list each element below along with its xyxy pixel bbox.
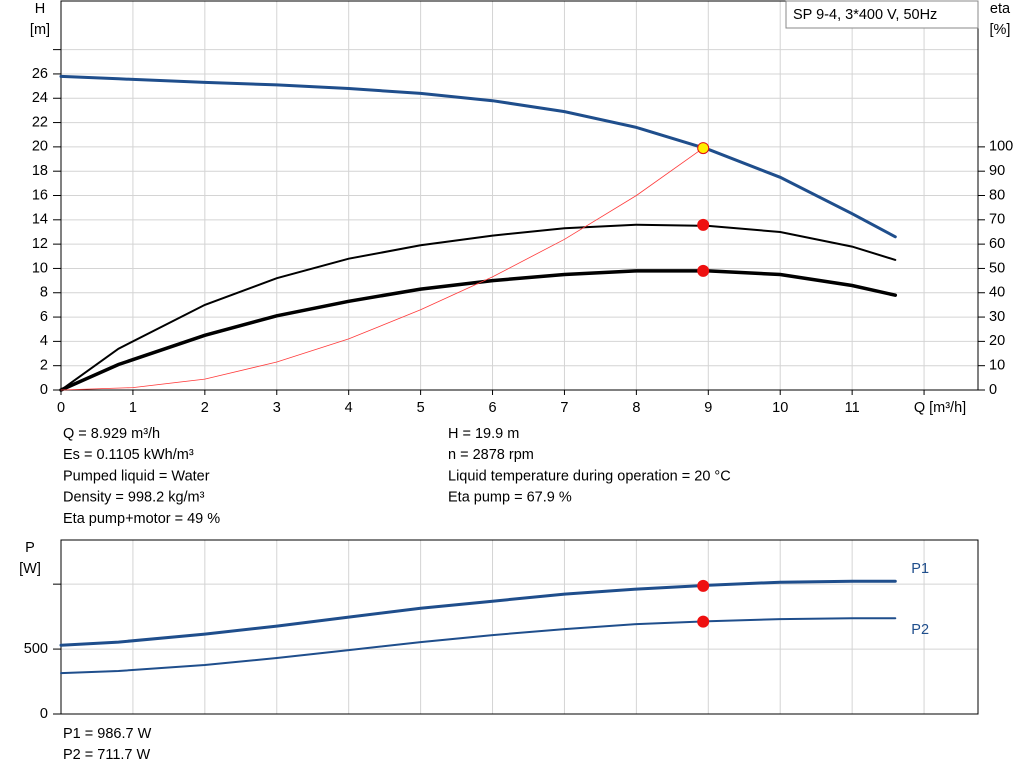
curve-label: P1 bbox=[911, 561, 929, 577]
info-text: H = 19.9 m bbox=[448, 426, 519, 442]
y2-axis-label: eta bbox=[990, 1, 1011, 17]
y-tick-label: 14 bbox=[32, 212, 48, 228]
info-text: Eta pump = 67.9 % bbox=[448, 490, 572, 506]
curve bbox=[60, 147, 704, 391]
y-axis-label: H bbox=[35, 1, 45, 17]
x-axis-label: Q [m³/h] bbox=[914, 400, 966, 416]
info-text: n = 2878 rpm bbox=[448, 447, 534, 463]
info-text: Liquid temperature during operation = 20… bbox=[448, 468, 731, 484]
info-text: Pumped liquid = Water bbox=[63, 468, 210, 484]
y2-tick-label: 90 bbox=[989, 163, 1005, 179]
x-tick-label: 3 bbox=[273, 400, 281, 416]
curve bbox=[59, 269, 898, 392]
y-axis-label: P bbox=[25, 540, 35, 556]
y2-tick-label: 30 bbox=[989, 309, 1005, 325]
x-tick-label: 6 bbox=[488, 400, 496, 416]
x-tick-label: 9 bbox=[704, 400, 712, 416]
curve bbox=[59, 74, 897, 239]
x-tick-label: 10 bbox=[772, 400, 788, 416]
y2-tick-label: 10 bbox=[989, 358, 1005, 374]
plot-frame bbox=[60, 539, 979, 715]
info-text: Q = 8.929 m³/h bbox=[63, 426, 160, 442]
x-tick-label: 2 bbox=[201, 400, 209, 416]
y2-tick-label: 60 bbox=[989, 236, 1005, 252]
plot-frame bbox=[60, 0, 979, 391]
x-tick-label: 11 bbox=[845, 400, 860, 416]
x-tick-label: 0 bbox=[57, 400, 65, 416]
y2-tick-label: 50 bbox=[989, 260, 1005, 276]
y-tick-label: 26 bbox=[32, 66, 48, 82]
x-tick-label: 1 bbox=[129, 400, 137, 416]
y-axis-unit: [m] bbox=[30, 22, 50, 38]
y-tick-label: 500 bbox=[24, 641, 48, 657]
duty-point bbox=[697, 615, 710, 628]
duty-point bbox=[697, 142, 710, 155]
info-text: P1 = 986.7 W bbox=[63, 726, 152, 742]
y-tick-label: 10 bbox=[32, 260, 48, 276]
y-tick-label: 6 bbox=[40, 309, 48, 325]
y-tick-label: 0 bbox=[40, 382, 48, 398]
x-tick-label: 8 bbox=[632, 400, 640, 416]
y-tick-label: 22 bbox=[32, 114, 48, 130]
y-tick-label: 12 bbox=[32, 236, 48, 252]
y-tick-label: 16 bbox=[32, 187, 48, 203]
y2-tick-label: 80 bbox=[989, 187, 1005, 203]
title-box bbox=[785, 0, 979, 29]
y-axis-unit: [W] bbox=[19, 561, 41, 577]
y-tick-label: 4 bbox=[40, 333, 48, 349]
duty-point bbox=[697, 579, 710, 592]
y-tick-label: 2 bbox=[40, 358, 48, 374]
y-tick-label: 20 bbox=[32, 139, 48, 155]
curve bbox=[59, 579, 897, 647]
info-text: Density = 998.2 kg/m³ bbox=[63, 490, 205, 506]
x-tick-label: 4 bbox=[345, 400, 353, 416]
y2-tick-label: 70 bbox=[989, 212, 1005, 228]
x-tick-label: 5 bbox=[417, 400, 425, 416]
y-tick-label: 18 bbox=[32, 163, 48, 179]
curve bbox=[60, 223, 897, 391]
duty-point bbox=[697, 264, 710, 277]
info-text: Eta pump+motor = 49 % bbox=[63, 511, 220, 527]
info-text: Es = 0.1105 kWh/m³ bbox=[63, 447, 194, 463]
y2-tick-label: 0 bbox=[989, 382, 997, 398]
x-tick-label: 7 bbox=[560, 400, 568, 416]
y2-tick-label: 100 bbox=[989, 139, 1013, 155]
curve-label: P2 bbox=[911, 622, 929, 638]
y2-tick-label: 20 bbox=[989, 333, 1005, 349]
curve bbox=[60, 617, 897, 675]
y2-tick-label: 40 bbox=[989, 285, 1005, 301]
y-tick-label: 24 bbox=[32, 90, 48, 106]
duty-point bbox=[697, 218, 710, 231]
y-tick-label: 8 bbox=[40, 285, 48, 301]
info-text: P2 = 711.7 W bbox=[63, 747, 150, 763]
y2-axis-unit: [%] bbox=[990, 22, 1011, 38]
y-tick-label: 0 bbox=[40, 706, 48, 722]
chart-title: SP 9-4, 3*400 V, 50Hz bbox=[793, 7, 937, 23]
